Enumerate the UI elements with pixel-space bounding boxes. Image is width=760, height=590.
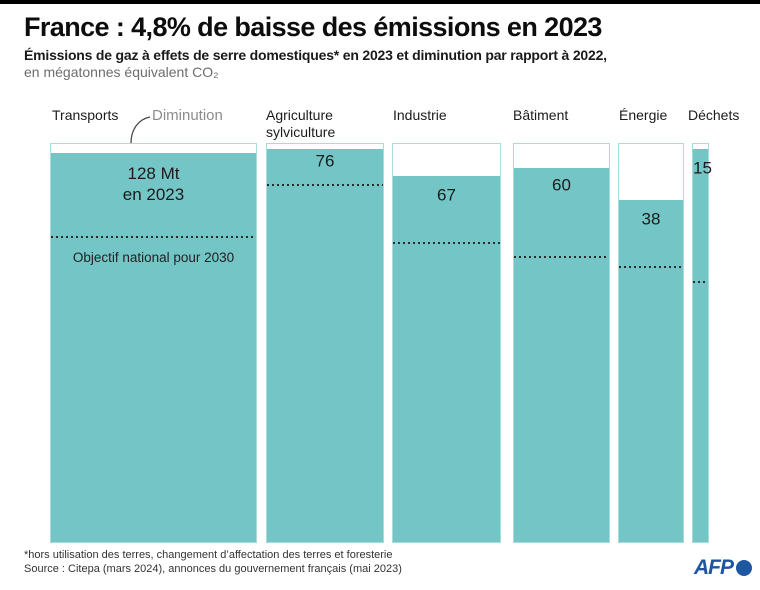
value-label-energie: 38 [641, 209, 661, 229]
objective-label: Objectif national pour 2030 [72, 250, 235, 265]
col-header-energie: Énergie [619, 107, 668, 123]
diminution-annotation-label: Diminution [152, 107, 223, 124]
col-header-dechets: Déchets [688, 107, 740, 123]
bar-dechets: 15 [692, 143, 712, 543]
objective-line-batiment [514, 256, 609, 258]
bar-transports: 128 Mt en 2023 Objectif national pour 2030 [50, 143, 257, 543]
bar-fill-industrie [393, 176, 500, 542]
objective-line-agriculture-sylviculture [267, 184, 383, 186]
bar-fill-dechets [693, 149, 708, 542]
afp-logo: AFP [694, 557, 752, 579]
bar-energie: 38 [618, 143, 684, 543]
afp-globe-icon [736, 560, 752, 576]
objective-line-industrie [393, 242, 500, 244]
value-label-batiment: 60 [552, 175, 571, 195]
value-label-dechets: 15 [693, 158, 712, 178]
bar-fill-batiment [514, 168, 609, 542]
bar-agriculture-sylviculture: 76 [266, 143, 384, 543]
bar-fill-transports [51, 153, 256, 542]
page-title: France : 4,8% de baisse des émissions en… [24, 12, 602, 42]
value-label-transports: 128 Mt en 2023 [122, 164, 185, 204]
objective-line-dechets [693, 281, 708, 283]
subtitle-light: en mégatonnes équivalent CO₂ [24, 64, 219, 80]
bar-industrie: 67 [392, 143, 501, 543]
bar-fill-energie [619, 200, 683, 542]
col-header-industrie: Industrie [393, 107, 447, 123]
col-header-transports: Transports [52, 107, 119, 123]
value-label-agriculture-sylviculture: 76 [315, 151, 335, 171]
source-line: Source : Citepa (mars 2024), annonces du… [24, 563, 402, 575]
objective-line-transports [51, 236, 256, 238]
subtitle-bold: Émissions de gaz à effets de serre domes… [24, 47, 607, 63]
value-label-industrie: 67 [437, 185, 456, 205]
afp-logo-text: AFP [694, 556, 734, 579]
footnote: *hors utilisation des terres, changement… [24, 549, 393, 561]
bar-batiment: 60 [513, 143, 610, 543]
col-header-agriculture-sylviculture: Agriculture sylviculture [266, 107, 336, 140]
bar-fill-agriculture-sylviculture [267, 149, 383, 542]
col-header-batiment: Bâtiment [513, 107, 569, 123]
top-rule [0, 0, 760, 4]
objective-line-energie [619, 266, 683, 268]
